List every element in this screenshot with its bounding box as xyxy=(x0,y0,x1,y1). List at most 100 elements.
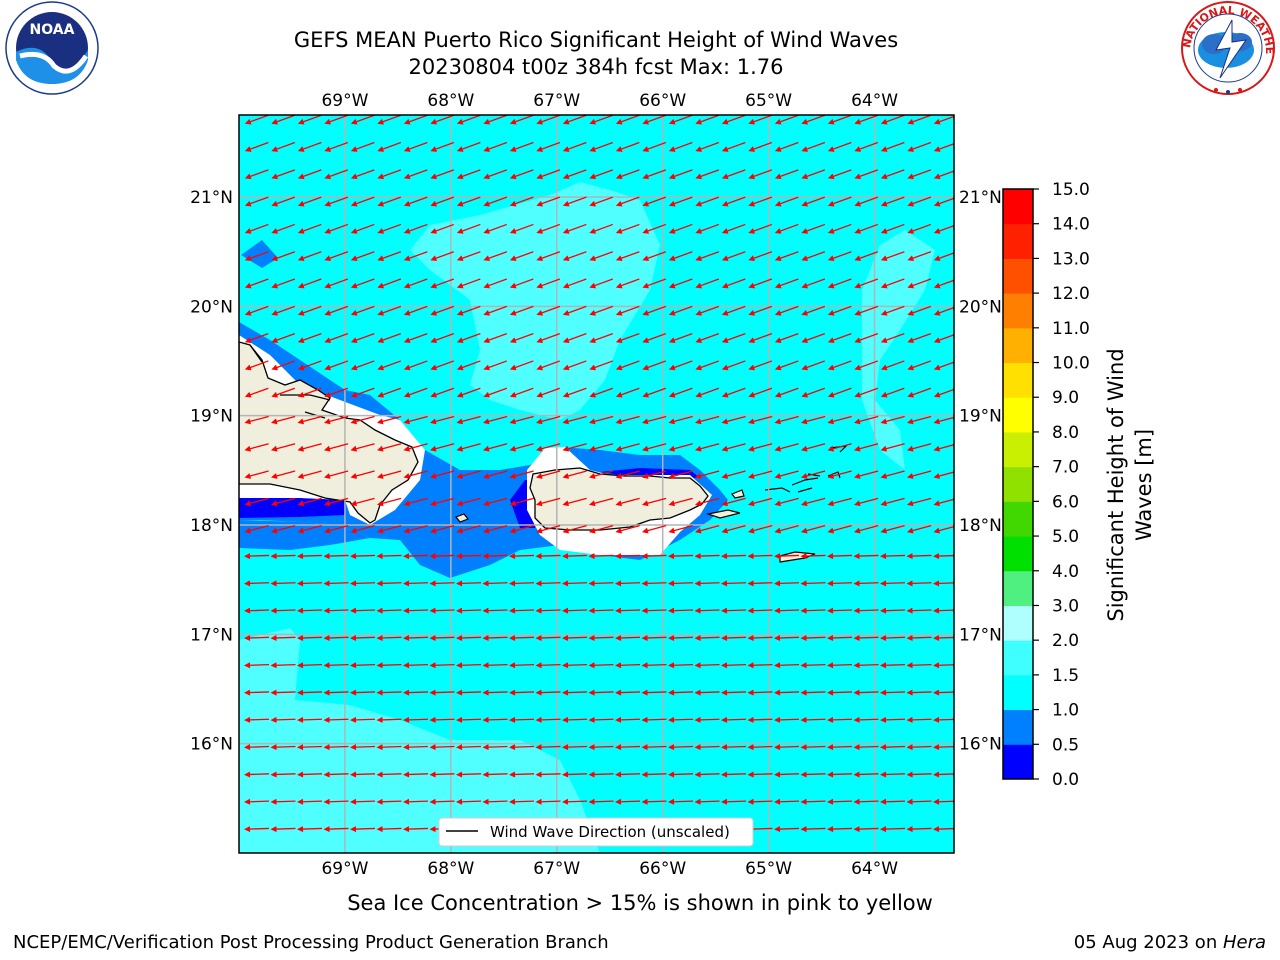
wind-arrow-icon xyxy=(695,333,720,343)
wind-arrow-icon xyxy=(615,278,640,289)
wind-arrow-icon xyxy=(403,360,428,371)
wind-arrow-icon xyxy=(430,223,455,234)
wind-arrow-icon xyxy=(509,196,534,207)
wind-arrow-icon xyxy=(827,305,852,316)
wind-arrow-icon xyxy=(430,278,455,289)
wind-arrow-icon xyxy=(721,278,746,289)
wind-arrow-icon xyxy=(562,387,587,398)
wind-arrow-icon xyxy=(933,471,954,479)
colorbar-segment xyxy=(1003,605,1033,641)
wind-arrow-icon xyxy=(668,115,693,125)
wind-wave-arrows xyxy=(244,115,954,833)
credit-right: 05 Aug 2023 on Hera xyxy=(1074,932,1266,953)
wind-arrow-icon xyxy=(880,553,906,560)
colorbar-tick-label: 1.0 xyxy=(1052,701,1079,721)
wind-arrow-icon xyxy=(827,744,853,751)
wind-arrow-icon xyxy=(377,115,402,125)
wind-arrow-icon xyxy=(509,553,535,560)
wind-arrow-icon xyxy=(748,278,773,289)
wind-arrow-icon xyxy=(721,415,746,425)
wind-arrow-icon xyxy=(244,415,269,425)
wind-arrow-icon xyxy=(483,305,508,316)
wind-arrow-icon xyxy=(641,771,667,778)
wind-arrow-icon xyxy=(482,607,508,614)
wind-arrow-icon xyxy=(854,223,879,234)
wave-contour-1p5-north xyxy=(410,182,660,420)
wind-arrow-icon xyxy=(721,744,747,751)
wind-arrow-icon xyxy=(747,689,773,696)
wind-arrow-icon xyxy=(880,607,906,614)
wind-arrow-icon xyxy=(350,415,375,425)
wind-arrow-icon xyxy=(880,141,905,152)
wind-arrow-icon xyxy=(244,278,269,289)
wave-contour-0p5-hispaniola-south xyxy=(239,520,370,550)
wind-arrow-icon xyxy=(324,387,349,398)
wind-arrow-icon xyxy=(403,387,428,398)
wind-arrow-icon xyxy=(800,497,826,507)
wind-arrow-icon xyxy=(482,634,508,641)
wind-arrow-icon xyxy=(906,798,932,805)
wind-arrow-icon xyxy=(933,662,954,669)
wind-arrow-icon xyxy=(774,607,800,614)
wind-arrow-icon xyxy=(483,387,508,398)
wind-arrow-icon xyxy=(853,634,879,641)
wind-arrow-icon xyxy=(800,607,826,614)
wind-arrow-icon xyxy=(721,634,747,641)
wind-arrow-icon xyxy=(562,115,587,125)
wind-arrow-icon xyxy=(668,470,693,479)
wind-arrow-icon xyxy=(880,497,905,507)
wind-arrow-icon xyxy=(244,771,270,778)
wind-arrow-icon xyxy=(430,387,455,398)
wind-arrow-icon xyxy=(456,387,481,398)
wind-arrow-icon xyxy=(403,798,429,805)
wind-arrow-icon xyxy=(695,360,720,371)
wind-arrow-icon xyxy=(615,415,640,425)
wind-arrow-icon xyxy=(377,360,402,371)
wind-arrow-icon xyxy=(774,525,799,534)
wind-arrow-icon xyxy=(350,169,375,180)
colorbar-segment xyxy=(1003,744,1033,780)
wind-arrow-icon xyxy=(721,223,746,234)
wind-arrow-icon xyxy=(403,497,428,507)
wind-arrow-icon xyxy=(854,196,879,207)
wind-arrow-icon xyxy=(907,360,932,371)
wind-arrow-icon xyxy=(880,251,905,262)
wind-arrow-icon xyxy=(721,115,746,125)
wind-arrow-icon xyxy=(562,223,587,234)
wind-arrow-icon xyxy=(774,333,799,343)
wind-arrow-icon xyxy=(827,771,853,778)
wind-arrow-icon xyxy=(244,115,269,125)
wave-contour-0-hispaniola-south xyxy=(239,498,345,518)
wind-arrow-icon xyxy=(323,689,349,696)
wind-arrow-icon xyxy=(907,387,932,398)
wind-arrow-icon xyxy=(562,305,587,316)
wind-arrow-icon xyxy=(668,443,693,452)
wind-arrow-icon xyxy=(641,443,667,452)
wind-arrow-icon xyxy=(483,223,508,234)
wind-arrow-icon xyxy=(509,470,534,479)
wind-arrow-icon xyxy=(801,333,826,343)
wind-arrow-icon xyxy=(588,634,614,641)
wind-arrow-icon xyxy=(642,169,667,180)
wind-arrow-icon xyxy=(535,470,561,479)
wind-arrow-icon xyxy=(323,415,349,425)
wind-arrow-icon xyxy=(429,689,455,696)
lon-ticks-top: 69°W 68°W 67°W 66°W 65°W 64°W xyxy=(321,91,898,111)
wind-arrow-icon xyxy=(668,360,693,371)
wind-arrow-icon xyxy=(324,223,349,234)
wind-arrow-icon xyxy=(668,553,694,560)
colorbar-label-line2: Waves [m] xyxy=(1132,429,1156,541)
lat-tick-label: 18°N xyxy=(959,516,1002,536)
wind-arrow-icon xyxy=(668,607,694,614)
wind-arrow-icon xyxy=(270,525,296,534)
wind-arrow-icon xyxy=(271,196,296,207)
wind-arrow-icon xyxy=(562,333,587,343)
wind-arrow-icon xyxy=(456,360,481,371)
land-vieques xyxy=(705,509,741,519)
wind-arrow-icon xyxy=(615,607,641,614)
wind-arrow-icon xyxy=(483,333,508,343)
wind-arrow-icon xyxy=(403,553,429,560)
wind-arrow-icon xyxy=(271,333,296,343)
wind-arrow-icon xyxy=(801,305,826,316)
wind-arrow-icon xyxy=(642,278,667,289)
